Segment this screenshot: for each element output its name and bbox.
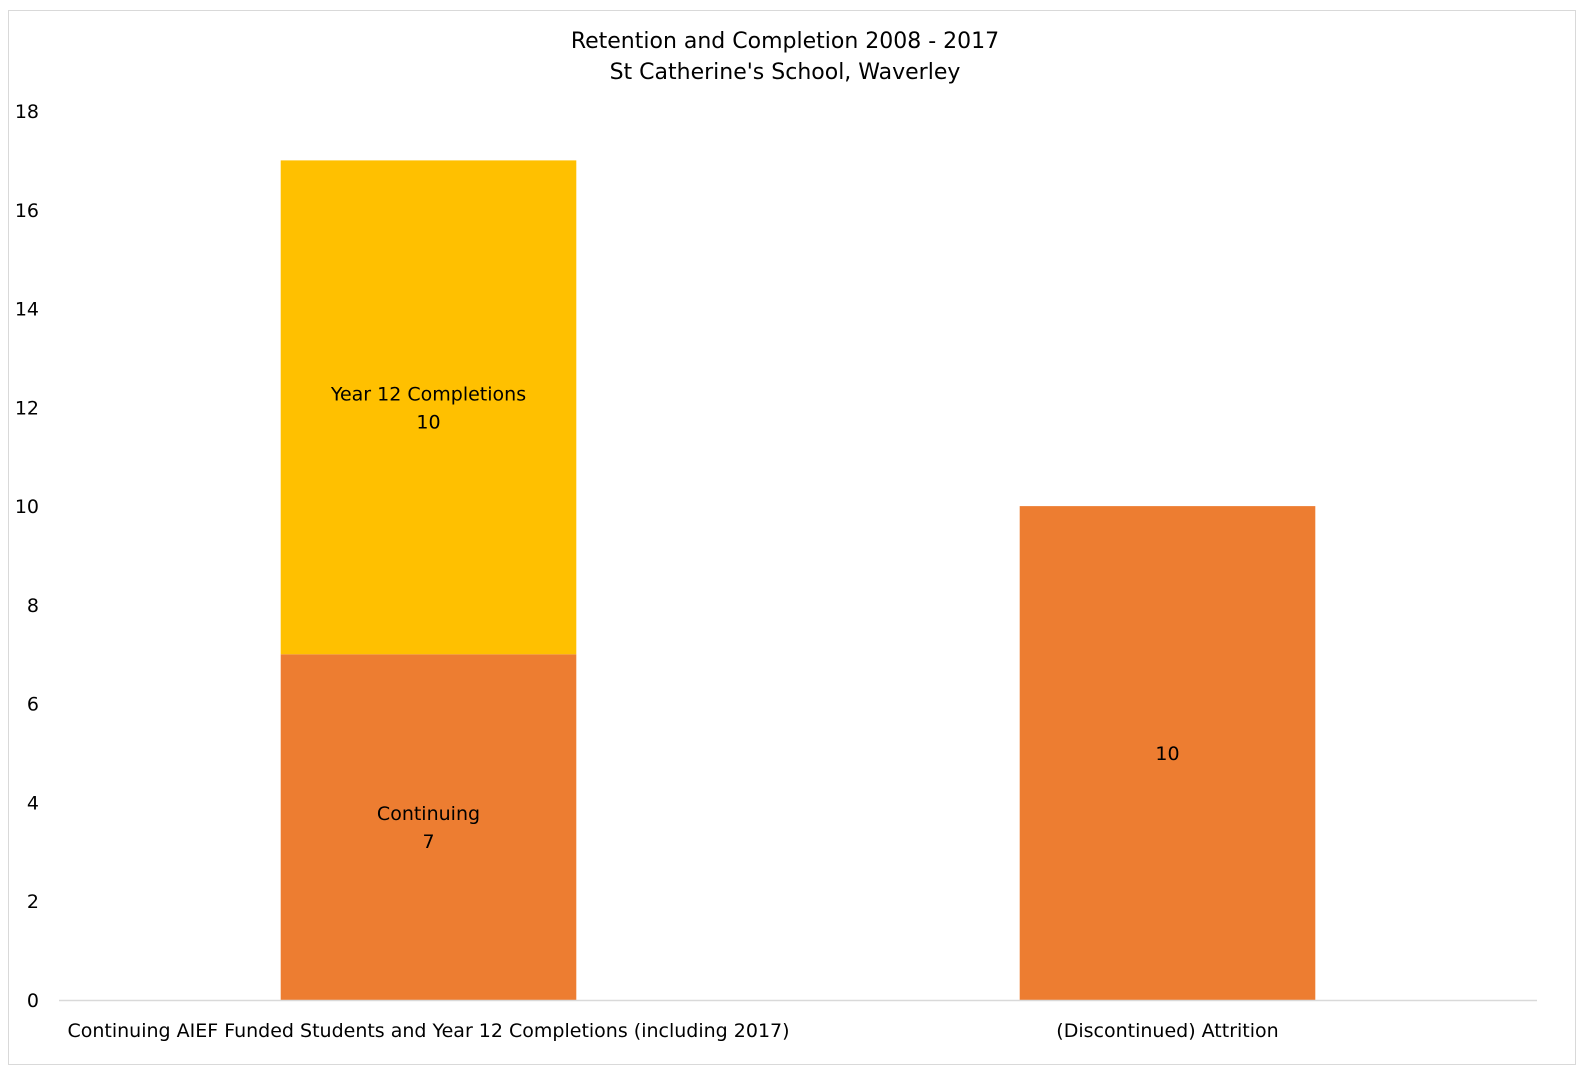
chart-frame: Retention and Completion 2008 - 2017 St … [8,10,1576,1065]
y-tick-label: 14 [15,299,39,321]
data-label-name: Continuing [377,803,480,825]
y-tick-label: 6 [27,694,39,716]
bar-segment [280,654,577,1000]
data-label-name: Year 12 Completions [330,383,526,405]
chart-title: Retention and Completion 2008 - 2017 [571,29,999,54]
chart-svg: Retention and Completion 2008 - 2017 St … [15,29,1537,1042]
category-label: (Discontinued) Attrition [1056,1020,1278,1042]
bar-segment [1019,506,1316,1000]
bars [280,160,1316,1000]
data-label-value: 7 [422,831,434,853]
y-tick-label: 8 [27,595,39,617]
y-axis-ticks: 0 2 4 6 8 10 12 14 16 18 [15,101,39,1012]
bar-segment [280,160,577,655]
y-tick-label: 18 [15,101,39,123]
y-tick-label: 16 [15,200,39,222]
chart-subtitle: St Catherine's School, Waverley [610,60,961,85]
y-tick-label: 4 [27,792,39,814]
category-label: Continuing AIEF Funded Students and Year… [67,1020,789,1042]
y-tick-label: 0 [27,990,39,1012]
y-tick-label: 2 [27,891,39,913]
y-tick-label: 12 [15,397,39,419]
data-label-value: 10 [1155,743,1179,765]
data-labels: Continuing 7 Year 12 Completions 10 10 [330,383,1180,853]
category-labels: Continuing AIEF Funded Students and Year… [67,1020,1278,1042]
y-tick-label: 10 [15,496,39,518]
data-label-value: 10 [416,411,440,433]
